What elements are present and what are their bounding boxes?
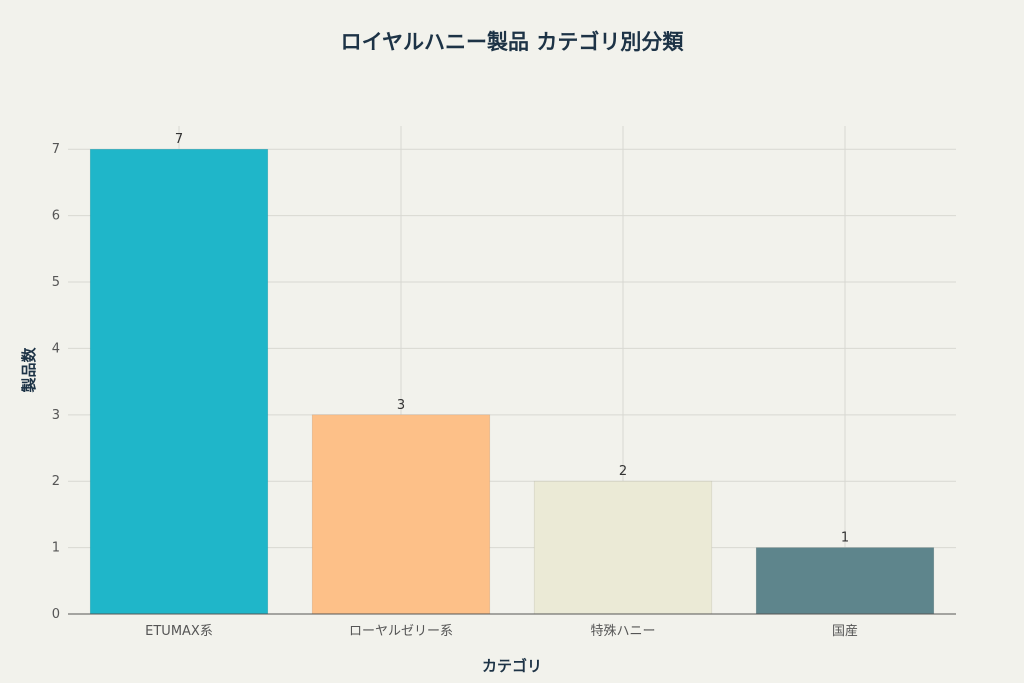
- x-tick-label: 特殊ハニー: [590, 624, 655, 639]
- x-axis-title: カテゴリ: [482, 657, 542, 675]
- y-tick-label: 7: [52, 142, 60, 157]
- x-tick-label: ETUMAX系: [145, 624, 213, 639]
- bar: [533, 480, 713, 615]
- bars: [89, 148, 935, 615]
- bar: [89, 148, 269, 615]
- labels: 0 1 2 3 4 5 6 7 7 ETUMAX系 3 ローヤルゼリー系 2 特殊ハニー 1 国産: [52, 132, 858, 639]
- y-tick-label: 4: [52, 341, 60, 356]
- x-tick-label: 国産: [832, 623, 858, 639]
- data-label: 7: [175, 132, 183, 147]
- y-tick-label: 6: [52, 209, 60, 224]
- bar: [311, 414, 491, 615]
- y-tick-label: 0: [52, 607, 60, 622]
- y-tick-label: 1: [52, 541, 60, 556]
- chart-title: ロイヤルハニー製品 カテゴリ別分類: [341, 30, 685, 54]
- y-tick-label: 3: [52, 408, 60, 423]
- bar: [755, 547, 935, 615]
- y-axis-title: 製品数: [20, 347, 38, 394]
- data-label: 3: [397, 398, 405, 413]
- y-tick-label: 5: [52, 275, 60, 290]
- data-label: 2: [619, 464, 627, 479]
- data-label: 1: [841, 531, 849, 546]
- x-tick-label: ローヤルゼリー系: [349, 624, 453, 639]
- y-tick-label: 2: [52, 474, 60, 489]
